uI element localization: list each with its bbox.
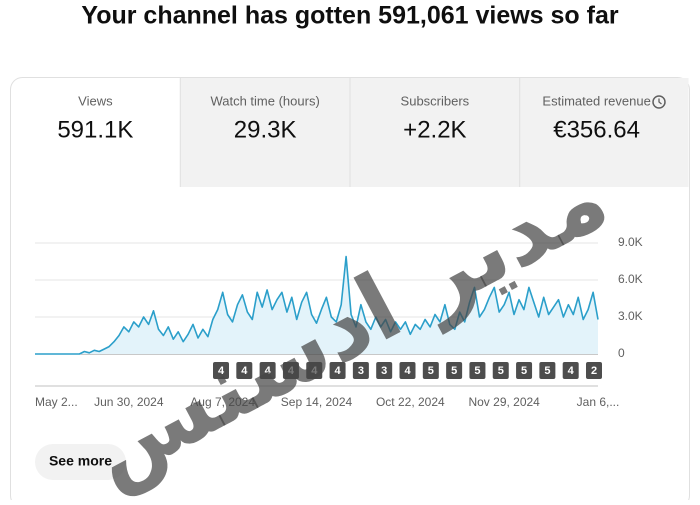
marker-badge (399, 362, 416, 379)
video-markers: 4 4 4 4 4 4 3 3 4 5 5 5 5 5 5 4 2 (213, 362, 602, 379)
marker-badge (306, 362, 323, 379)
x-tick-label: Oct 22, 2024 (376, 395, 445, 409)
tab-value: +2.2K (403, 116, 466, 143)
info-icon-hand (658, 98, 662, 105)
tab-value: 29.3K (234, 116, 297, 143)
marker-badge (586, 362, 602, 379)
x-tick-label: Jun 30, 2024 (94, 395, 164, 409)
chart: 0 3.0K 6.0K 9.0K May 2... Jun 30, 2024 Aug 7, … (35, 235, 643, 409)
marker-count: 4 (241, 365, 248, 377)
y-tick-label: 3.0K (618, 309, 643, 323)
marker-count: 4 (218, 365, 225, 377)
marker-count: 3 (381, 365, 387, 377)
x-tick-label: Aug 7, 2024 (190, 395, 255, 409)
area (35, 256, 598, 354)
page-title: Your channel has gotten 591,061 views so… (81, 2, 619, 30)
info-icon (652, 95, 666, 109)
marker-badge (329, 362, 346, 379)
marker-count: 4 (265, 365, 272, 377)
tab-label: Views (78, 93, 113, 108)
tab-label: Estimated revenue (542, 93, 650, 108)
marker-badge (376, 362, 393, 379)
marker-badge (282, 362, 299, 379)
marker-badge (422, 362, 439, 379)
marker-count: 5 (451, 365, 457, 377)
marker-count: 4 (335, 365, 342, 377)
marker-badge (213, 362, 229, 379)
tab-label: Subscribers (401, 93, 470, 108)
tab-value: €356.64 (553, 116, 640, 143)
marker-badge (352, 362, 369, 379)
marker-badge (446, 362, 463, 379)
marker-count: 5 (498, 365, 504, 377)
marker-badge (236, 362, 253, 379)
y-tick-label: 9.0K (618, 235, 643, 249)
marker-badge (562, 362, 579, 379)
x-tick-label: Nov 29, 2024 (468, 395, 540, 409)
marker-count: 5 (474, 365, 480, 377)
tab-label: Watch time (hours) (210, 93, 319, 108)
y-tick-label: 0 (618, 346, 625, 360)
marker-count: 4 (404, 365, 411, 377)
tab-background (180, 78, 350, 187)
marker-count: 4 (568, 365, 575, 377)
marker-count: 2 (591, 365, 597, 377)
marker-count: 4 (311, 365, 318, 377)
marker-count: 5 (428, 365, 434, 377)
x-tick-label: May 2... (35, 395, 78, 409)
marker-count: 3 (358, 365, 364, 377)
see-more-button[interactable] (35, 444, 126, 480)
marker-badge (516, 362, 533, 379)
see-more-label[interactable]: See more (49, 453, 112, 469)
marker-badge (469, 362, 486, 379)
x-tick-label: Jan 6,... (577, 395, 620, 409)
marker-badge (539, 362, 556, 379)
marker-count: 5 (544, 365, 550, 377)
y-tick-label: 6.0K (618, 272, 643, 286)
marker-badge (492, 362, 509, 379)
tab-background (350, 78, 520, 187)
tab-value: 591.1K (57, 116, 133, 143)
marker-count: 5 (521, 365, 527, 377)
marker-badge (259, 362, 276, 379)
line (35, 255, 599, 355)
metric-tabs: Views 591.1K Watch time (hours) 29.3K Subscr… (57, 78, 689, 187)
marker-count: 4 (288, 365, 295, 377)
x-tick-label: Sep 14, 2024 (281, 395, 353, 409)
